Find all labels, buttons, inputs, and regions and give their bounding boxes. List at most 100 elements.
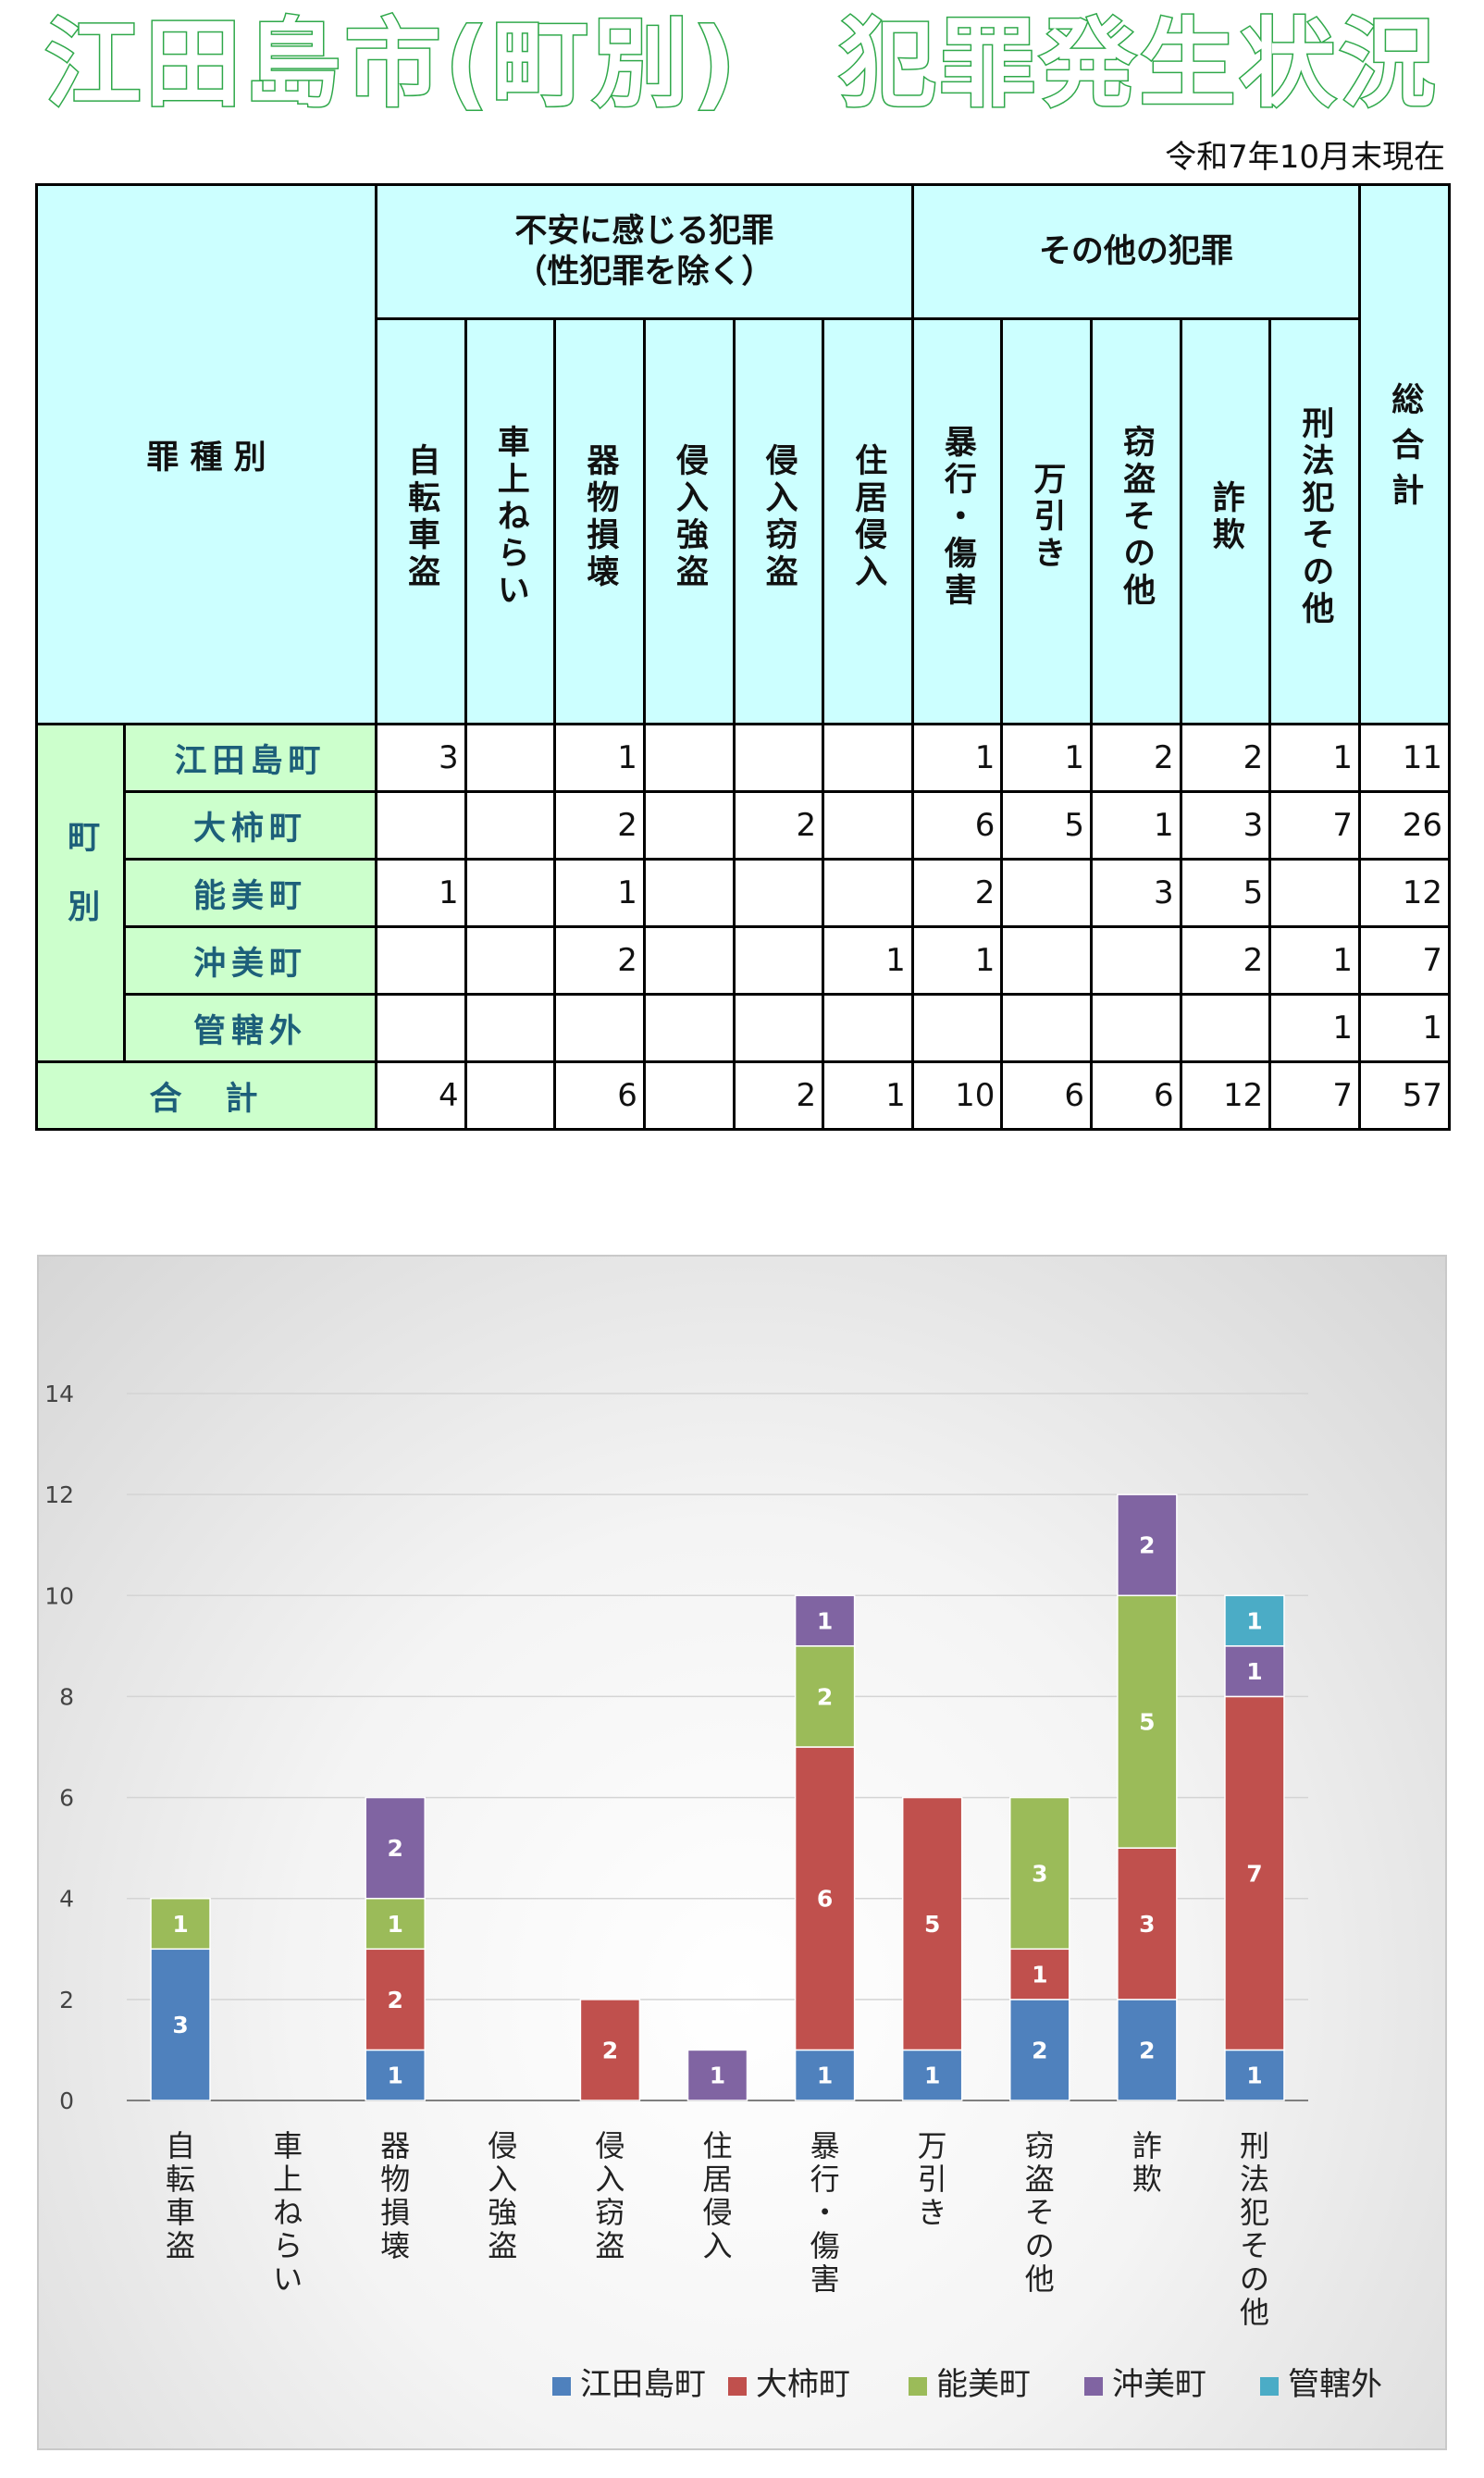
- table-cell: 1: [910, 925, 1004, 996]
- column-total: 6: [1090, 1060, 1182, 1131]
- y-tick-label: 8: [59, 1683, 74, 1710]
- data-label: 2: [602, 2037, 618, 2063]
- table-row: 能美町 1 1 2 3 5 12: [37, 858, 1451, 928]
- column-header: 詐欺: [1179, 317, 1272, 725]
- column-total: 2: [732, 1060, 825, 1131]
- totals-label: 合 計: [35, 1060, 377, 1131]
- data-label: 1: [172, 1911, 188, 1938]
- column-total: [642, 1060, 736, 1131]
- table-cell: [375, 993, 467, 1063]
- bar-segment: [901, 1796, 963, 2051]
- bar-segment: [794, 1594, 856, 1647]
- table-cell: 1: [553, 858, 646, 928]
- page-title: 江田島市(町別) 犯罪発生状況: [43, 6, 1440, 122]
- table-cell: [642, 790, 736, 861]
- data-label: 2: [1032, 2037, 1047, 2063]
- grand-total: 57: [1358, 1060, 1451, 1131]
- bar-segment: [365, 1897, 426, 1951]
- legend-label: 大柿町: [756, 2366, 850, 2403]
- bar-segment: [686, 2049, 748, 2101]
- legend-swatch: [1084, 2377, 1103, 2396]
- legend-swatch: [909, 2377, 927, 2396]
- table-cell: [464, 723, 557, 793]
- bar-segment: [1117, 1847, 1178, 2001]
- table-cell: 7: [1268, 790, 1361, 861]
- column-total: 10: [910, 1060, 1004, 1131]
- table-cell: 1: [553, 723, 646, 793]
- table-cell: 5: [1179, 858, 1272, 928]
- data-label: 1: [817, 1608, 833, 1635]
- table-cell: 2: [553, 925, 646, 996]
- data-label: 3: [172, 2012, 188, 2038]
- bar-segment: [1224, 1695, 1285, 2051]
- table-cell: 1: [1000, 723, 1093, 793]
- column-total: 6: [553, 1060, 646, 1131]
- table-cell: 1: [1090, 790, 1182, 861]
- table-cell: [732, 993, 825, 1063]
- table-cell: [464, 858, 557, 928]
- data-label: 1: [817, 2063, 833, 2089]
- data-label: 6: [817, 1886, 833, 1913]
- as-of-date: 令和7年10月末現在: [1165, 139, 1445, 176]
- table-cell: 5: [1000, 790, 1093, 861]
- bar-segment: [794, 2049, 856, 2101]
- town-group-label: 町別: [35, 723, 126, 1063]
- table-cell: [642, 723, 736, 793]
- table-cell: [1179, 993, 1272, 1063]
- grand-total-header: 総合計: [1358, 183, 1451, 725]
- data-label: 2: [1139, 2037, 1155, 2063]
- column-total: 6: [1000, 1060, 1093, 1131]
- table-cell: [375, 790, 467, 861]
- table-cell: [642, 993, 736, 1063]
- table-cell: [822, 790, 914, 861]
- y-tick-label: 2: [59, 1987, 74, 2013]
- table-cell: [464, 925, 557, 996]
- table-cell: [822, 858, 914, 928]
- table-cell: [732, 858, 825, 928]
- data-label: 2: [388, 1987, 403, 2013]
- column-header: 刑法犯その他: [1268, 317, 1361, 725]
- bar-segment: [365, 1948, 426, 2051]
- table-cell: [642, 925, 736, 996]
- legend-swatch: [728, 2377, 747, 2396]
- town-name: 管轄外: [123, 993, 377, 1063]
- data-label: 3: [1032, 1860, 1047, 1887]
- group-anxiety-crimes: 不安に感じる犯罪 （性犯罪を除く）: [375, 183, 914, 320]
- bar-segment: [794, 1746, 856, 2051]
- table-cell: [1090, 993, 1182, 1063]
- bar-segment: [1117, 1999, 1178, 2101]
- table-cell: [822, 993, 914, 1063]
- stacked-bar-chart: 0246810121431自転車盗車上ねらい1212器物損壊侵入強盗2侵入窃盗1…: [44, 1381, 1382, 2403]
- table-cell: 3: [375, 723, 467, 793]
- bar-segment: [150, 1897, 211, 1951]
- bar-segment: [1117, 1594, 1178, 1849]
- row-total: 26: [1358, 790, 1451, 861]
- table-cell: [910, 993, 1004, 1063]
- legend-swatch: [1260, 2377, 1279, 2396]
- data-label: 1: [1246, 1658, 1262, 1685]
- legend-label: 管轄外: [1288, 2366, 1382, 2403]
- table-cell: 3: [1179, 790, 1272, 861]
- bar-segment: [1117, 1493, 1178, 1597]
- bar-segment: [150, 1948, 211, 2101]
- town-name: 大柿町: [123, 790, 377, 861]
- column-header: 窃盗その他: [1090, 317, 1182, 725]
- data-label: 2: [1139, 1532, 1155, 1559]
- totals-row: 合 計 4 6 2 1 10 6 6 12 7 57: [35, 1060, 1451, 1131]
- column-header: 万引き: [1000, 317, 1093, 725]
- data-label: 1: [388, 2063, 403, 2089]
- y-tick-label: 0: [59, 2088, 74, 2114]
- table-cell: 6: [910, 790, 1004, 861]
- table-cell: [1090, 925, 1182, 996]
- table-cell: [1000, 993, 1093, 1063]
- table-cell: [1000, 925, 1093, 996]
- x-tick-label: 万引き: [918, 2128, 947, 2230]
- data-label: 1: [388, 1911, 403, 1938]
- table-cell: [464, 993, 557, 1063]
- row-total: 7: [1358, 925, 1451, 996]
- data-label: 5: [924, 1911, 940, 1938]
- table-cell: [822, 723, 914, 793]
- table-cell: 2: [910, 858, 1004, 928]
- column-header: 自転車盗: [375, 317, 467, 725]
- row-total: 12: [1358, 858, 1451, 928]
